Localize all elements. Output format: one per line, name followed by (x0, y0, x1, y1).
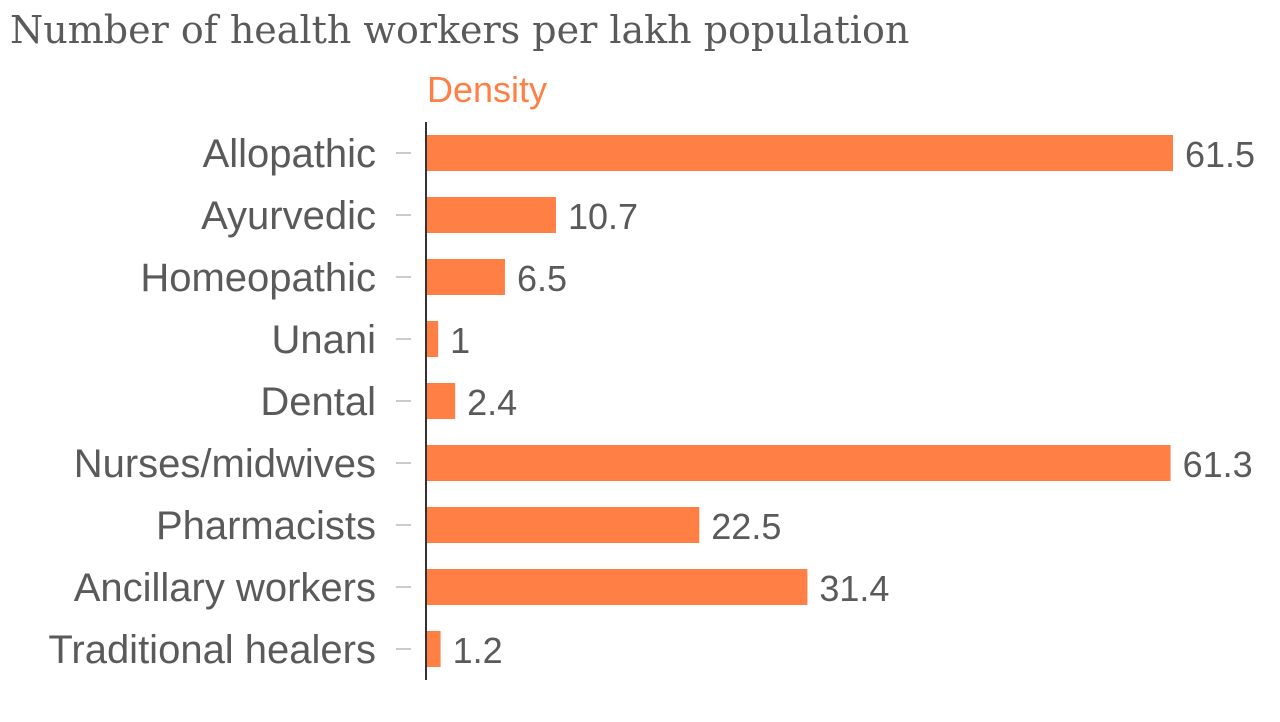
category-label: Ancillary workers (74, 566, 376, 610)
bar (426, 631, 441, 667)
bar (426, 383, 456, 419)
chart-title: Number of health workers per lakh popula… (10, 8, 910, 52)
category-label: Homeopathic (140, 256, 376, 300)
category-label: Dental (260, 380, 376, 424)
category-label: Unani (271, 318, 376, 362)
value-label: 1 (450, 320, 470, 361)
bar (426, 321, 439, 357)
bar (426, 259, 505, 295)
category-label: Allopathic (203, 132, 376, 176)
value-label: 1.2 (453, 630, 503, 671)
category-label: Nurses/midwives (74, 442, 376, 486)
category-label: Traditional healers (48, 628, 376, 672)
bar (426, 135, 1173, 171)
value-label: 61.3 (1183, 444, 1253, 485)
bar (426, 445, 1171, 481)
category-label: Ayurvedic (201, 194, 376, 238)
value-label: 6.5 (517, 258, 567, 299)
value-label: 61.5 (1185, 134, 1255, 175)
value-label: 10.7 (568, 196, 638, 237)
bar (426, 569, 808, 605)
bar (426, 507, 700, 543)
value-label: 22.5 (711, 506, 781, 547)
category-label: Pharmacists (156, 504, 376, 548)
value-label: 31.4 (819, 568, 889, 609)
bar (426, 197, 556, 233)
value-label: 2.4 (467, 382, 517, 423)
series-label: Density (427, 69, 547, 110)
